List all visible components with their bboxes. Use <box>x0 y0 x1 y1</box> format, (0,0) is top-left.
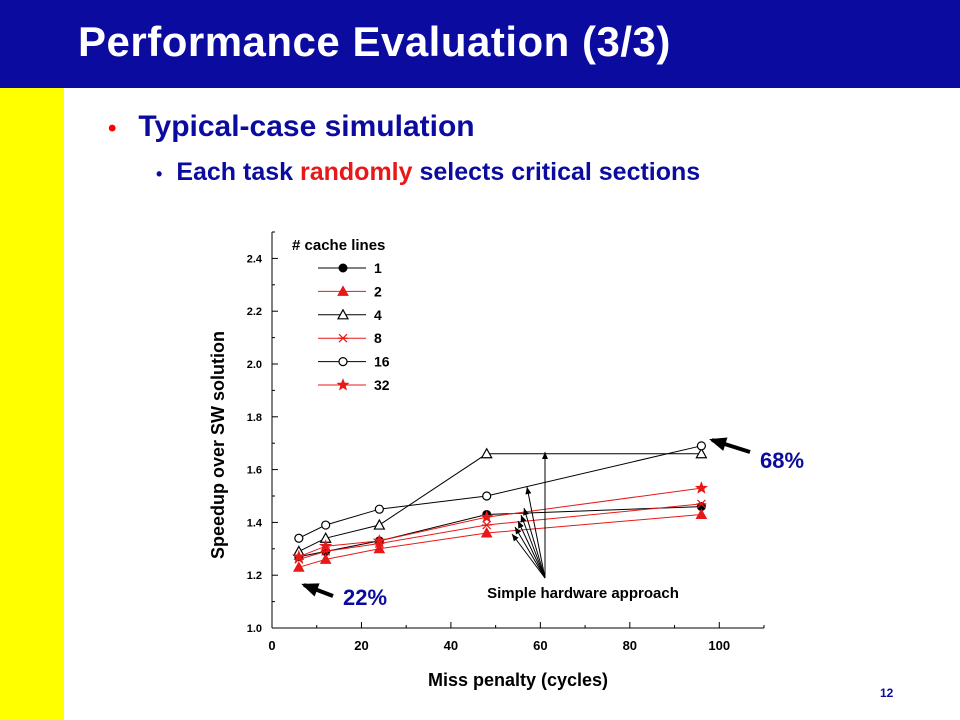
bullet-dot-icon: • <box>156 164 163 184</box>
x-tick-label: 20 <box>354 638 368 653</box>
y-tick-label: 1.2 <box>247 570 262 582</box>
legend-title: # cache lines <box>292 237 385 254</box>
series-32-point <box>292 549 306 563</box>
series-16-point <box>374 504 384 514</box>
series-32-point <box>480 510 494 523</box>
series-16-point <box>696 441 706 451</box>
callout-arrow-22 <box>301 583 334 598</box>
simple-hw-arrowhead <box>512 534 519 542</box>
series-32-point <box>694 481 708 494</box>
simple-hw-arrowhead <box>523 508 529 516</box>
series-4-point <box>480 447 493 459</box>
y-tick-label: 2.2 <box>247 306 262 318</box>
page-number: 12 <box>880 686 894 700</box>
series-16-point <box>294 533 304 543</box>
series-2-point <box>373 542 386 554</box>
bullet2-highlight: randomly <box>300 158 413 186</box>
slide-title: Performance Evaluation (3/3) <box>78 18 671 65</box>
series-line-2 <box>298 514 702 568</box>
x-tick-label: 100 <box>708 638 730 653</box>
simple-hw-arrowhead <box>520 515 527 523</box>
legend-label-2: 2 <box>374 283 382 299</box>
legend-label-16: 16 <box>374 354 390 370</box>
series-8-point <box>481 520 492 530</box>
series-32-point <box>372 533 386 547</box>
series-16-point <box>482 491 492 501</box>
bullet2-text-pre: Each task <box>176 158 300 186</box>
x-tick-label: 40 <box>444 638 458 653</box>
series-line-16 <box>298 445 702 539</box>
simple-hw-arrow <box>517 520 546 579</box>
simple-hw-arrow <box>514 526 546 579</box>
legend-marker-16 <box>338 357 348 367</box>
simple-hw-arrowhead <box>518 521 524 529</box>
legend-marker-2 <box>337 285 349 296</box>
simple-hw-arrowhead <box>525 487 532 495</box>
legend-label-1: 1 <box>374 260 382 276</box>
series-4-point <box>695 447 708 459</box>
y-tick-label: 2.0 <box>247 359 262 371</box>
legend-label-8: 8 <box>374 330 382 346</box>
legend-marker-1 <box>338 263 348 273</box>
y-tick-label: 1.0 <box>247 623 262 635</box>
x-tick-label: 0 <box>268 638 275 653</box>
simple-hw-arrowhead <box>515 527 522 535</box>
title-bar <box>0 0 960 88</box>
bullet1-text: Typical-case simulation <box>138 110 475 143</box>
legend-label-32: 32 <box>374 377 390 393</box>
series-2-point <box>292 561 305 572</box>
y-tick-label: 1.6 <box>247 465 262 477</box>
bullet-dot-icon: • <box>108 115 117 142</box>
simple-hw-arrow <box>526 486 546 579</box>
simple-hw-arrow <box>523 507 546 579</box>
simple-hw-arrow <box>511 533 546 579</box>
legend-marker-4 <box>336 308 350 320</box>
series-8-point <box>696 499 707 509</box>
x-tick-label: 60 <box>533 638 547 653</box>
series-4-point <box>373 518 386 530</box>
bullet-level2: • Each task randomly selects critical sec… <box>156 158 700 187</box>
series-16-point <box>321 520 331 530</box>
y-axis-label: Speedup over SW solution <box>208 331 228 559</box>
annotation-68: 68% <box>760 448 805 473</box>
series-32-point <box>319 539 333 552</box>
simple-hw-arrowhead <box>542 452 548 459</box>
series-2-point <box>695 508 708 519</box>
callout-arrow-68 <box>709 437 751 454</box>
x-tick-label: 80 <box>623 638 637 653</box>
simple-hw-label: Simple hardware approach <box>487 585 679 602</box>
x-axis-label: Miss penalty (cycles) <box>428 670 608 690</box>
legend-label-4: 4 <box>374 307 382 323</box>
legend-marker-8 <box>338 333 348 343</box>
series-2-point <box>480 526 493 538</box>
legend-marker-32 <box>336 378 350 391</box>
y-tick-label: 2.4 <box>247 253 263 265</box>
left-accent-stripe <box>0 88 64 720</box>
annotation-22: 22% <box>343 585 388 610</box>
series-2-point <box>319 553 332 564</box>
series-line-4 <box>298 453 702 552</box>
y-tick-label: 1.8 <box>247 412 262 424</box>
y-tick-label: 1.4 <box>247 517 263 529</box>
bullet2-text-post: selects critical sections <box>412 158 701 186</box>
bullet-level1: • Typical-case simulation <box>108 110 475 144</box>
simple-hw-arrow <box>520 514 546 579</box>
